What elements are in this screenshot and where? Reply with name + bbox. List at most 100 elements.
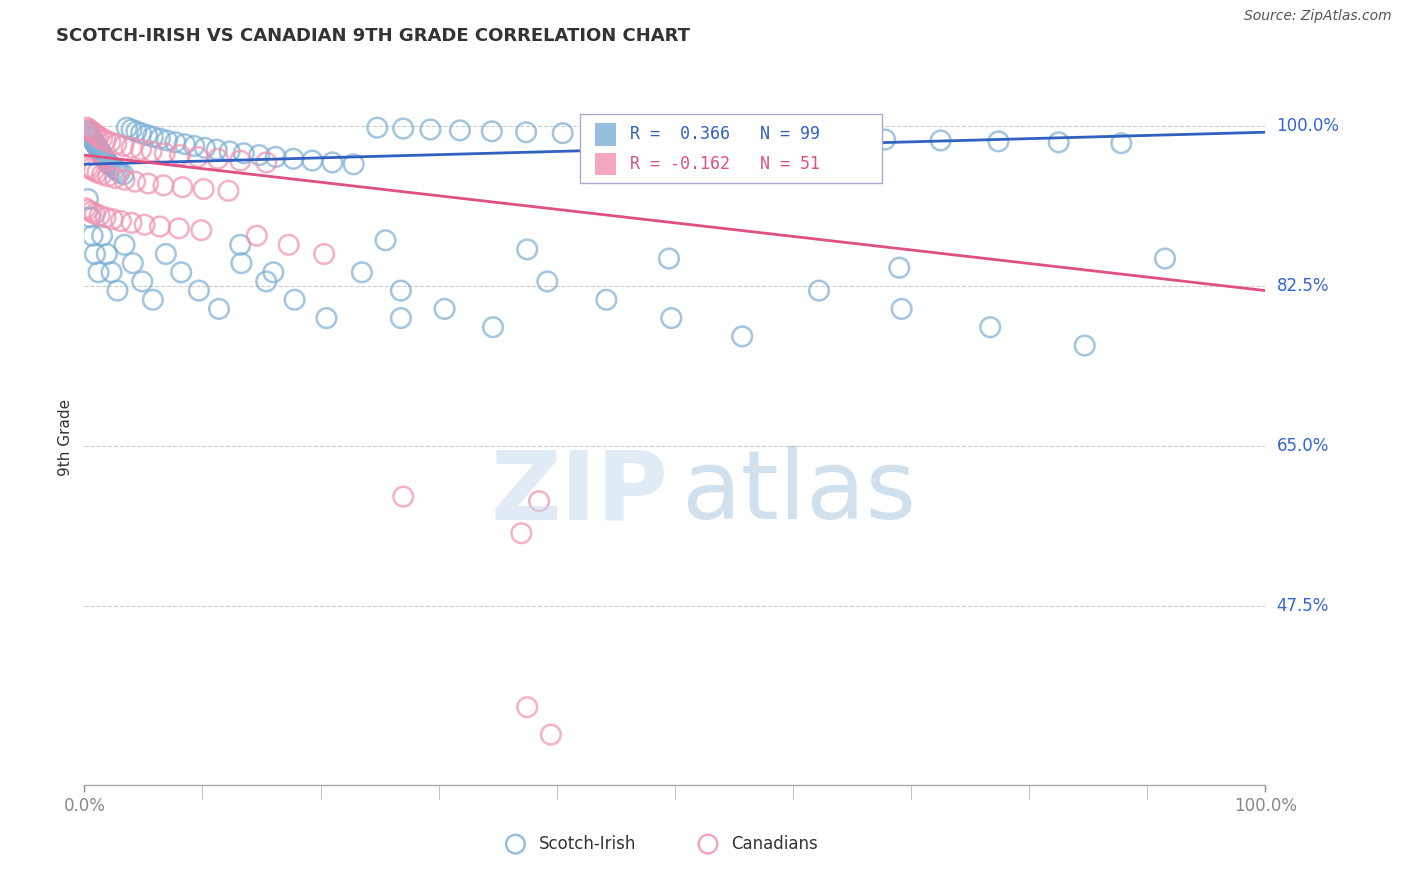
Point bbox=[890, 301, 912, 316]
Point bbox=[979, 320, 1001, 334]
Point bbox=[98, 136, 121, 150]
Point bbox=[254, 275, 277, 289]
Text: ZIP: ZIP bbox=[491, 446, 669, 540]
Point bbox=[350, 265, 373, 279]
Point bbox=[82, 228, 104, 243]
Point bbox=[91, 131, 114, 145]
Point bbox=[156, 133, 179, 147]
Point bbox=[100, 265, 122, 279]
Point bbox=[89, 144, 111, 158]
Point bbox=[84, 207, 107, 221]
Point bbox=[516, 243, 538, 257]
Point bbox=[631, 128, 654, 142]
Point bbox=[80, 205, 103, 219]
Text: R = -0.162   N = 51: R = -0.162 N = 51 bbox=[630, 154, 820, 173]
Point bbox=[97, 156, 120, 170]
Point bbox=[1154, 252, 1177, 266]
Point bbox=[83, 134, 105, 148]
Point bbox=[205, 143, 228, 157]
Point bbox=[149, 219, 172, 234]
Point bbox=[929, 133, 952, 147]
Point bbox=[112, 167, 135, 181]
Point bbox=[392, 490, 415, 504]
Point bbox=[129, 143, 152, 157]
Point bbox=[83, 163, 105, 178]
Point bbox=[807, 284, 830, 298]
Point bbox=[104, 171, 127, 186]
Point bbox=[105, 137, 128, 152]
Point bbox=[108, 165, 131, 179]
Point bbox=[107, 284, 129, 298]
Point bbox=[264, 150, 287, 164]
Point bbox=[419, 122, 441, 136]
Point bbox=[527, 494, 550, 508]
Point bbox=[540, 728, 562, 742]
Point bbox=[449, 123, 471, 137]
Point bbox=[77, 125, 100, 139]
Point bbox=[821, 131, 844, 145]
Point bbox=[101, 160, 124, 174]
Point bbox=[84, 128, 107, 142]
Point bbox=[149, 131, 172, 145]
Point bbox=[104, 161, 127, 176]
Point bbox=[1073, 338, 1095, 352]
Point bbox=[167, 221, 190, 235]
Point bbox=[77, 160, 100, 174]
Point bbox=[77, 127, 100, 141]
Point bbox=[987, 134, 1010, 148]
Point bbox=[389, 284, 412, 298]
Point bbox=[131, 275, 153, 289]
Point bbox=[283, 152, 305, 166]
Text: 65.0%: 65.0% bbox=[1277, 437, 1329, 455]
Point bbox=[152, 178, 174, 193]
Point bbox=[142, 129, 165, 144]
Point bbox=[86, 140, 108, 154]
Point bbox=[90, 145, 112, 160]
Point bbox=[172, 180, 194, 194]
Point bbox=[97, 169, 120, 184]
Point bbox=[79, 128, 101, 143]
Point bbox=[136, 177, 159, 191]
Point bbox=[374, 233, 396, 247]
Point bbox=[515, 125, 537, 139]
Point bbox=[129, 126, 152, 140]
Point bbox=[77, 122, 100, 136]
Point bbox=[86, 165, 108, 179]
Bar bbox=[595, 123, 616, 145]
Point bbox=[91, 167, 114, 181]
Point bbox=[87, 265, 110, 279]
Point bbox=[112, 139, 135, 153]
Point bbox=[89, 209, 111, 223]
Point bbox=[229, 237, 252, 252]
Point bbox=[217, 184, 239, 198]
Point bbox=[1047, 136, 1070, 150]
Point bbox=[79, 161, 101, 176]
Point bbox=[80, 124, 103, 138]
Point bbox=[153, 146, 176, 161]
Point bbox=[80, 130, 103, 145]
Point bbox=[91, 149, 114, 163]
Point bbox=[94, 153, 117, 167]
Point bbox=[121, 256, 143, 270]
Point bbox=[343, 157, 366, 171]
Point bbox=[659, 311, 682, 326]
Point bbox=[301, 153, 323, 168]
Point bbox=[82, 132, 104, 146]
Point bbox=[115, 120, 138, 135]
Point bbox=[658, 252, 681, 266]
Point bbox=[284, 293, 307, 307]
Point bbox=[315, 311, 337, 326]
Point bbox=[433, 301, 456, 316]
Point bbox=[187, 150, 209, 164]
Point bbox=[516, 700, 538, 714]
Point bbox=[134, 218, 156, 232]
Point bbox=[193, 182, 215, 196]
Point bbox=[277, 237, 299, 252]
Point bbox=[76, 123, 98, 137]
Point bbox=[889, 260, 911, 275]
Point bbox=[76, 120, 98, 135]
Point bbox=[207, 152, 229, 166]
Point bbox=[721, 129, 744, 144]
Point bbox=[94, 211, 117, 225]
Point bbox=[93, 151, 115, 165]
